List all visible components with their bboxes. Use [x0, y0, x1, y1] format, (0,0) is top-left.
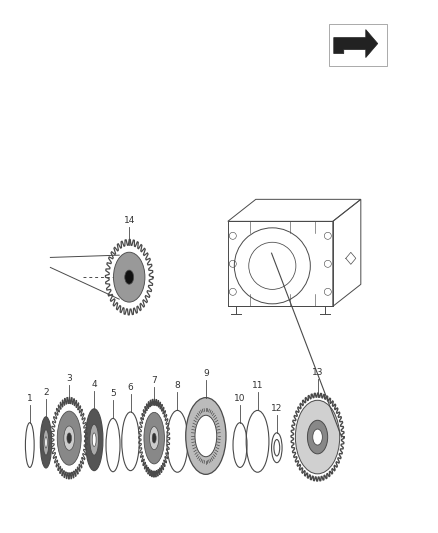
Text: 10: 10 — [234, 394, 246, 402]
Ellipse shape — [313, 429, 322, 445]
Ellipse shape — [43, 430, 49, 455]
Ellipse shape — [57, 411, 81, 465]
Text: 5: 5 — [110, 390, 116, 398]
Ellipse shape — [307, 420, 328, 454]
Ellipse shape — [67, 433, 71, 443]
Text: 3: 3 — [66, 375, 72, 383]
Ellipse shape — [64, 426, 74, 450]
Ellipse shape — [90, 424, 99, 455]
Text: 11: 11 — [252, 382, 263, 390]
Ellipse shape — [45, 437, 47, 448]
Ellipse shape — [40, 417, 52, 468]
Text: 4: 4 — [92, 380, 97, 389]
Text: 14: 14 — [124, 216, 135, 225]
Text: 7: 7 — [151, 376, 157, 385]
Ellipse shape — [85, 409, 103, 471]
Text: 9: 9 — [203, 369, 209, 377]
Ellipse shape — [195, 415, 217, 457]
Ellipse shape — [186, 398, 226, 474]
Text: 12: 12 — [271, 404, 283, 413]
Text: 1: 1 — [27, 394, 33, 402]
Ellipse shape — [113, 252, 145, 302]
Ellipse shape — [152, 433, 156, 443]
Text: 2: 2 — [43, 388, 49, 397]
Text: 6: 6 — [127, 383, 134, 392]
Polygon shape — [334, 29, 378, 58]
Ellipse shape — [125, 270, 134, 284]
Text: 8: 8 — [174, 382, 180, 390]
Ellipse shape — [295, 400, 340, 474]
Ellipse shape — [92, 433, 96, 447]
Text: 13: 13 — [312, 368, 323, 377]
Ellipse shape — [149, 426, 159, 450]
Ellipse shape — [144, 413, 164, 464]
